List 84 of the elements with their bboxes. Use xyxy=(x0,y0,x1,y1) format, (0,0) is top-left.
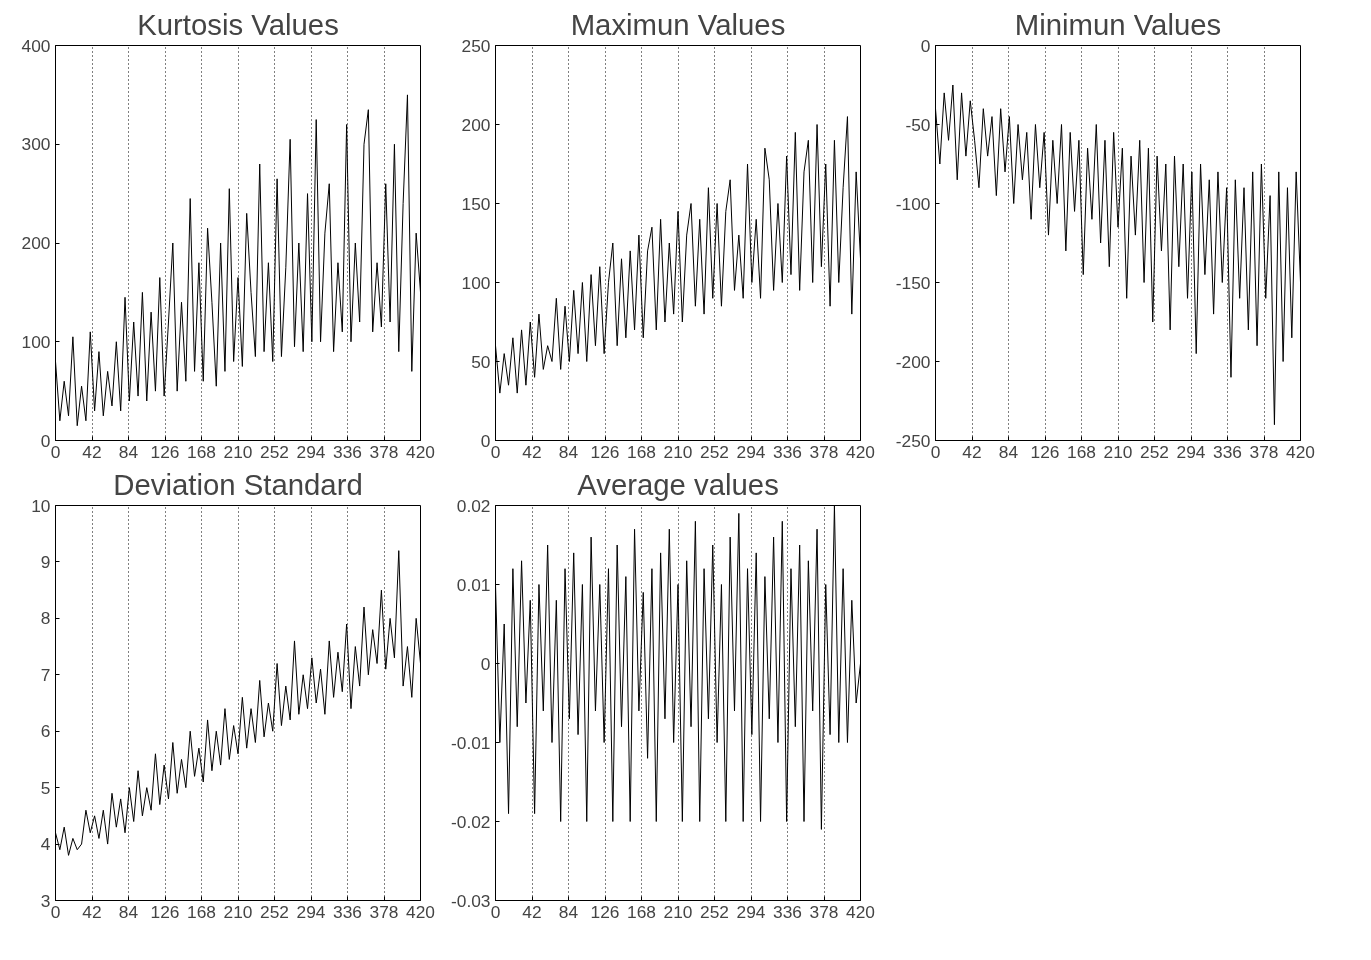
y-tick-label: 4 xyxy=(40,834,51,855)
y-tick-label: 50 xyxy=(471,351,491,372)
x-tick-label: 126 xyxy=(590,901,620,922)
x-tick-label: 252 xyxy=(1140,441,1169,462)
x-tick-label: 294 xyxy=(296,441,326,462)
x-tick-label: 126 xyxy=(590,441,620,462)
y-tick-label: -0.03 xyxy=(451,890,491,911)
y-tick-label: 0 xyxy=(480,653,491,674)
y-tick-label: -100 xyxy=(895,193,931,214)
x-tick-label: 210 xyxy=(663,901,693,922)
x-tick-label: 84 xyxy=(118,441,139,462)
x-tick-label: 336 xyxy=(333,901,362,922)
x-tick-label: 252 xyxy=(700,901,729,922)
x-tick-label: 42 xyxy=(82,441,102,462)
x-tick-label: 294 xyxy=(1176,441,1206,462)
x-tick-label: 126 xyxy=(150,441,180,462)
x-tick-label: 420 xyxy=(406,901,435,922)
x-tick-label: 294 xyxy=(296,901,326,922)
x-tick-label: 336 xyxy=(333,441,362,462)
x-tick-label: 252 xyxy=(700,441,729,462)
x-tick-label: 126 xyxy=(1030,441,1060,462)
x-tick-label: 84 xyxy=(998,441,1019,462)
y-tick-label: -50 xyxy=(905,114,931,135)
y-tick-label: -250 xyxy=(895,430,931,451)
x-tick-label: 168 xyxy=(187,441,216,462)
x-tick-label: 210 xyxy=(1103,441,1133,462)
x-tick-label: 42 xyxy=(522,901,542,922)
x-tick-label: 84 xyxy=(558,441,579,462)
y-tick-label: 7 xyxy=(40,664,51,685)
y-tick-label: 3 xyxy=(40,890,51,911)
x-tick-label: 336 xyxy=(1213,441,1242,462)
x-tick-label: 84 xyxy=(118,901,139,922)
y-tick-label: 400 xyxy=(21,35,51,56)
y-tick-label: 300 xyxy=(21,134,51,155)
x-tick-label: 168 xyxy=(627,441,656,462)
x-tick-label: 168 xyxy=(627,901,656,922)
x-tick-label: 252 xyxy=(260,441,289,462)
y-tick-label: 250 xyxy=(461,35,491,56)
x-tick-label: 210 xyxy=(223,901,253,922)
y-tick-label: -0.02 xyxy=(451,811,491,832)
y-tick-label: 150 xyxy=(461,193,491,214)
chart-title: Kurtosis Values xyxy=(137,7,339,41)
x-tick-label: 42 xyxy=(962,441,982,462)
y-tick-label: 0 xyxy=(920,35,931,56)
x-tick-label: 84 xyxy=(558,901,579,922)
y-tick-label: -0.01 xyxy=(451,732,491,753)
x-tick-label: 420 xyxy=(406,441,435,462)
x-tick-label: 294 xyxy=(736,901,766,922)
y-tick-label: 10 xyxy=(31,495,51,516)
x-tick-label: 420 xyxy=(846,901,875,922)
y-tick-label: 0.02 xyxy=(456,495,491,516)
y-tick-label: 8 xyxy=(40,608,51,629)
x-tick-label: 210 xyxy=(223,441,253,462)
y-tick-label: 0.01 xyxy=(456,574,491,595)
chart-title: Deviation Standard xyxy=(113,467,363,501)
x-tick-label: 378 xyxy=(809,901,839,922)
y-tick-label: 6 xyxy=(40,721,51,742)
x-tick-label: 336 xyxy=(773,901,802,922)
y-tick-label: 200 xyxy=(21,233,51,253)
chart-title: Minimun Values xyxy=(1014,7,1222,41)
y-tick-label: 100 xyxy=(21,331,51,352)
x-tick-label: 420 xyxy=(846,441,875,462)
chart-title: Average values xyxy=(577,467,779,501)
x-tick-label: 378 xyxy=(369,441,399,462)
y-tick-label: -150 xyxy=(895,272,931,293)
x-tick-label: 294 xyxy=(736,441,766,462)
x-tick-label: 378 xyxy=(369,901,399,922)
x-tick-label: 42 xyxy=(82,901,102,922)
x-tick-label: 336 xyxy=(773,441,802,462)
chart-title: Maximun Values xyxy=(570,7,786,41)
y-tick-label: 9 xyxy=(40,551,51,572)
x-tick-label: 378 xyxy=(809,441,839,462)
x-tick-label: 42 xyxy=(522,441,542,462)
y-tick-label: 100 xyxy=(461,272,491,293)
y-tick-label: -200 xyxy=(895,351,931,372)
y-tick-label: 5 xyxy=(40,777,51,798)
x-tick-label: 168 xyxy=(1067,441,1096,462)
x-tick-label: 420 xyxy=(1286,441,1315,462)
x-tick-label: 126 xyxy=(150,901,180,922)
x-tick-label: 210 xyxy=(663,441,693,462)
x-tick-label: 252 xyxy=(260,901,289,922)
y-tick-label: 200 xyxy=(461,114,491,135)
x-tick-label: 168 xyxy=(187,901,216,922)
x-tick-label: 378 xyxy=(1249,441,1279,462)
